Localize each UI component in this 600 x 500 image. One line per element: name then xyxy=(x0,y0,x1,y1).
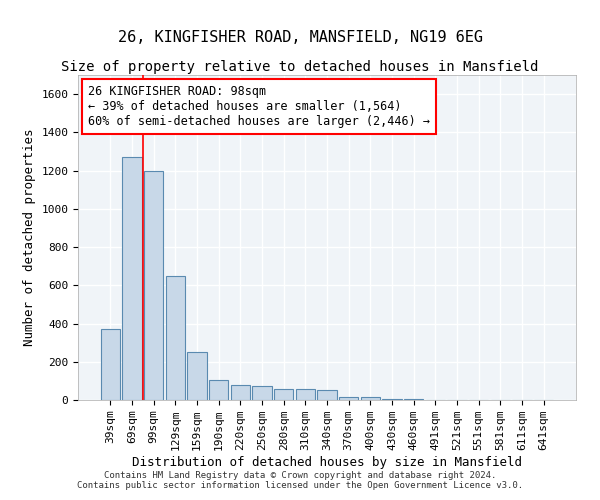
Text: 26, KINGFISHER ROAD, MANSFIELD, NG19 6EG: 26, KINGFISHER ROAD, MANSFIELD, NG19 6EG xyxy=(118,30,482,45)
Bar xyxy=(252,386,272,400)
Bar xyxy=(404,399,424,400)
Bar xyxy=(230,384,250,400)
Text: Contains HM Land Registry data © Crown copyright and database right 2024.
Contai: Contains HM Land Registry data © Crown c… xyxy=(77,470,523,490)
Bar xyxy=(317,390,337,400)
Bar xyxy=(166,276,185,400)
Bar xyxy=(187,352,207,400)
Text: Size of property relative to detached houses in Mansfield: Size of property relative to detached ho… xyxy=(61,60,539,74)
Y-axis label: Number of detached properties: Number of detached properties xyxy=(23,128,36,346)
Bar xyxy=(144,170,163,400)
Bar xyxy=(122,157,142,400)
Bar xyxy=(361,397,380,400)
Bar xyxy=(296,390,315,400)
X-axis label: Distribution of detached houses by size in Mansfield: Distribution of detached houses by size … xyxy=(132,456,522,469)
Bar xyxy=(209,380,229,400)
Bar xyxy=(382,399,402,400)
Text: 26 KINGFISHER ROAD: 98sqm
← 39% of detached houses are smaller (1,564)
60% of se: 26 KINGFISHER ROAD: 98sqm ← 39% of detac… xyxy=(88,84,430,128)
Bar xyxy=(274,390,293,400)
Bar xyxy=(101,330,120,400)
Bar xyxy=(339,397,358,400)
